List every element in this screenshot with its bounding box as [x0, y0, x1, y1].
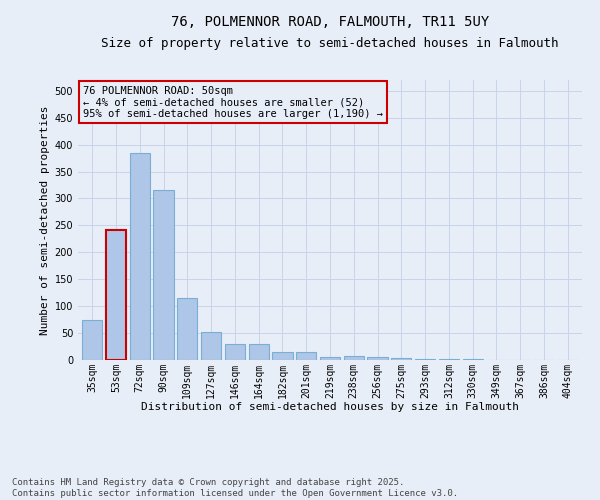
- Text: Contains HM Land Registry data © Crown copyright and database right 2025.
Contai: Contains HM Land Registry data © Crown c…: [12, 478, 458, 498]
- X-axis label: Distribution of semi-detached houses by size in Falmouth: Distribution of semi-detached houses by …: [141, 402, 519, 412]
- Bar: [154, 190, 173, 360]
- Bar: [272, 352, 293, 360]
- Bar: [177, 298, 197, 360]
- Bar: [367, 358, 388, 360]
- Text: Size of property relative to semi-detached houses in Falmouth: Size of property relative to semi-detach…: [101, 38, 559, 51]
- Bar: [130, 152, 150, 360]
- Bar: [415, 359, 435, 360]
- Bar: [391, 358, 412, 360]
- Bar: [320, 357, 340, 360]
- Bar: [106, 230, 126, 360]
- Text: 76, POLMENNOR ROAD, FALMOUTH, TR11 5UY: 76, POLMENNOR ROAD, FALMOUTH, TR11 5UY: [171, 15, 489, 29]
- Bar: [296, 352, 316, 360]
- Bar: [82, 320, 103, 360]
- Bar: [248, 344, 269, 360]
- Bar: [344, 356, 364, 360]
- Y-axis label: Number of semi-detached properties: Number of semi-detached properties: [40, 106, 50, 335]
- Bar: [225, 344, 245, 360]
- Text: 76 POLMENNOR ROAD: 50sqm
← 4% of semi-detached houses are smaller (52)
95% of se: 76 POLMENNOR ROAD: 50sqm ← 4% of semi-de…: [83, 86, 383, 119]
- Bar: [201, 332, 221, 360]
